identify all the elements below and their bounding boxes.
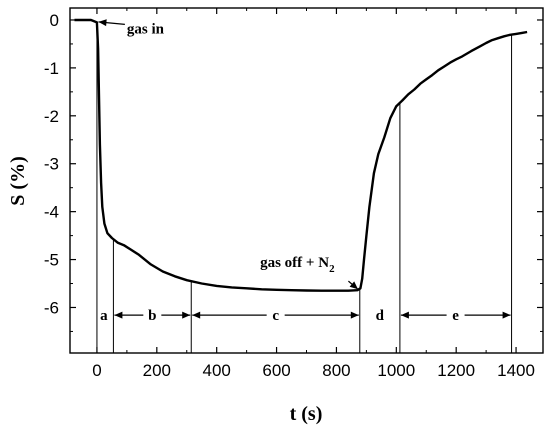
y-tick-label: -1 xyxy=(44,59,59,78)
segment-lines xyxy=(96,22,513,353)
series-line xyxy=(74,18,528,292)
segment-labels: a b c d e xyxy=(100,308,511,324)
y-tick-label: -5 xyxy=(44,251,59,270)
annotation-label: gas off + N2 xyxy=(260,255,335,275)
y-tick-label: -4 xyxy=(44,203,59,222)
y-tick-label: -3 xyxy=(44,155,59,174)
annotation-label: gas in xyxy=(127,21,165,37)
x-axis-label: t (s) xyxy=(290,403,323,425)
plot-frame xyxy=(69,7,544,354)
segment-label: e xyxy=(452,308,459,324)
x-tick-label: 1000 xyxy=(377,361,415,380)
segment-label: c xyxy=(272,308,279,324)
annotations: gas in gas off + N2 xyxy=(98,19,359,290)
series-group xyxy=(74,18,528,292)
x-tick-label: 1400 xyxy=(497,361,535,380)
annotation-arrowhead xyxy=(349,281,358,290)
y-tick-label: -6 xyxy=(44,298,59,317)
x-tick-label: 600 xyxy=(262,361,290,380)
x-tick-label: 200 xyxy=(143,361,171,380)
x-tick-label: 1200 xyxy=(437,361,475,380)
segment-label: a xyxy=(100,308,108,324)
annotation-subscript: 2 xyxy=(329,263,335,275)
x-tick-label: 0 xyxy=(92,361,101,380)
segment-label: b xyxy=(148,308,156,324)
segment-arrowhead-left xyxy=(400,311,409,319)
segment-arrowhead-right xyxy=(502,311,511,319)
segment-arrowhead-right xyxy=(182,311,191,319)
axis-ticks: 0 200 400 600 800 1000 1200 1400 0 -1 -2 -3 -4 -5 -6 xyxy=(44,8,543,380)
segment-label: d xyxy=(376,308,385,324)
x-tick-label: 800 xyxy=(322,361,350,380)
annotation-arrowhead xyxy=(98,19,107,27)
segment-arrowhead-right xyxy=(350,311,359,319)
x-tick-label: 400 xyxy=(203,361,231,380)
y-tick-label: -2 xyxy=(44,107,59,126)
segment-arrowhead-left xyxy=(192,311,201,319)
y-axis-label: S (%) xyxy=(7,156,29,205)
y-tick-label: 0 xyxy=(50,11,59,30)
segment-arrowhead-left xyxy=(114,311,123,319)
